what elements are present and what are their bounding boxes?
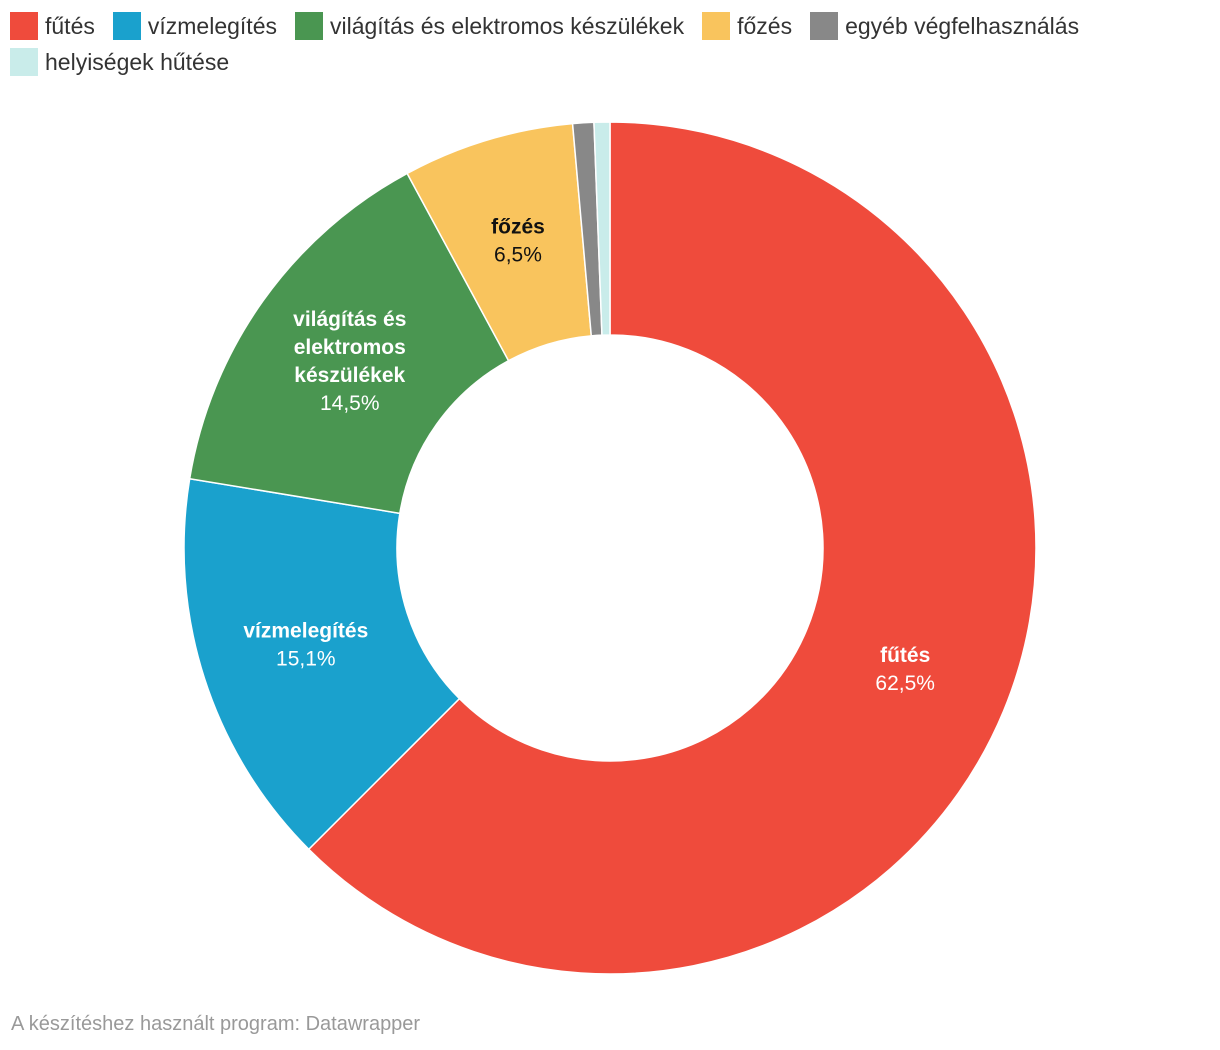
slice-0 <box>307 121 1037 975</box>
legend-label: vízmelegítés <box>147 12 277 39</box>
legend-swatch <box>112 12 141 40</box>
slice-label: világítás és elektromos készülékek 14,5% <box>293 308 406 415</box>
chart-legend: fűtés vízmelegítés világítás és elektromos… <box>10 10 1210 78</box>
legend-item: helyiségek hűtése <box>10 46 229 78</box>
slice-2 <box>188 172 510 515</box>
slice-label-name: elektromos <box>294 336 406 359</box>
legend-label: egyéb végfelhasználás <box>845 12 1080 39</box>
legend-item: fűtés <box>10 10 95 42</box>
slice-5 <box>593 121 611 336</box>
slice-label-name: világítás és <box>293 308 406 331</box>
slice-label: fűtés 62,5% <box>875 644 935 695</box>
slice-label: vízmelegítés 15,1% <box>243 619 368 670</box>
legend-swatch <box>702 12 731 40</box>
legend-item: világítás és elektromos készülékek <box>294 10 685 42</box>
legend-label: világítás és elektromos készülékek <box>329 12 685 39</box>
legend-label: fűtés <box>45 12 95 39</box>
slice-label-name: készülékek <box>294 364 405 387</box>
legend-swatch <box>810 12 839 40</box>
donut-slices <box>183 121 1037 975</box>
legend-item: egyéb végfelhasználás <box>810 10 1079 42</box>
slice-label-name: fűtés <box>880 644 930 667</box>
legend-swatch <box>10 48 38 76</box>
slice-labels: fűtés 62,5% vízmelegítés 15,1% világítás és e… <box>243 216 935 695</box>
legend-label: helyiségek hűtése <box>45 48 230 75</box>
slice-label-name: főzés <box>491 216 545 239</box>
legend-label: főzés <box>737 12 793 39</box>
slice-label-name: vízmelegítés <box>243 619 368 642</box>
footer-credit: A készítéshez használt program: Datawrap… <box>11 1013 421 1035</box>
slice-label-value: 6,5% <box>494 244 542 267</box>
slice-label-value: 62,5% <box>875 672 935 695</box>
legend-item: főzés <box>702 10 792 42</box>
slice-label-value: 15,1% <box>276 647 336 670</box>
legend-swatch <box>10 12 38 40</box>
slice-label: főzés 6,5% <box>491 216 545 267</box>
legend-swatch <box>294 12 323 40</box>
legend-item: vízmelegítés <box>112 10 277 42</box>
slice-1 <box>183 477 461 851</box>
slice-label-value: 14,5% <box>320 392 380 415</box>
